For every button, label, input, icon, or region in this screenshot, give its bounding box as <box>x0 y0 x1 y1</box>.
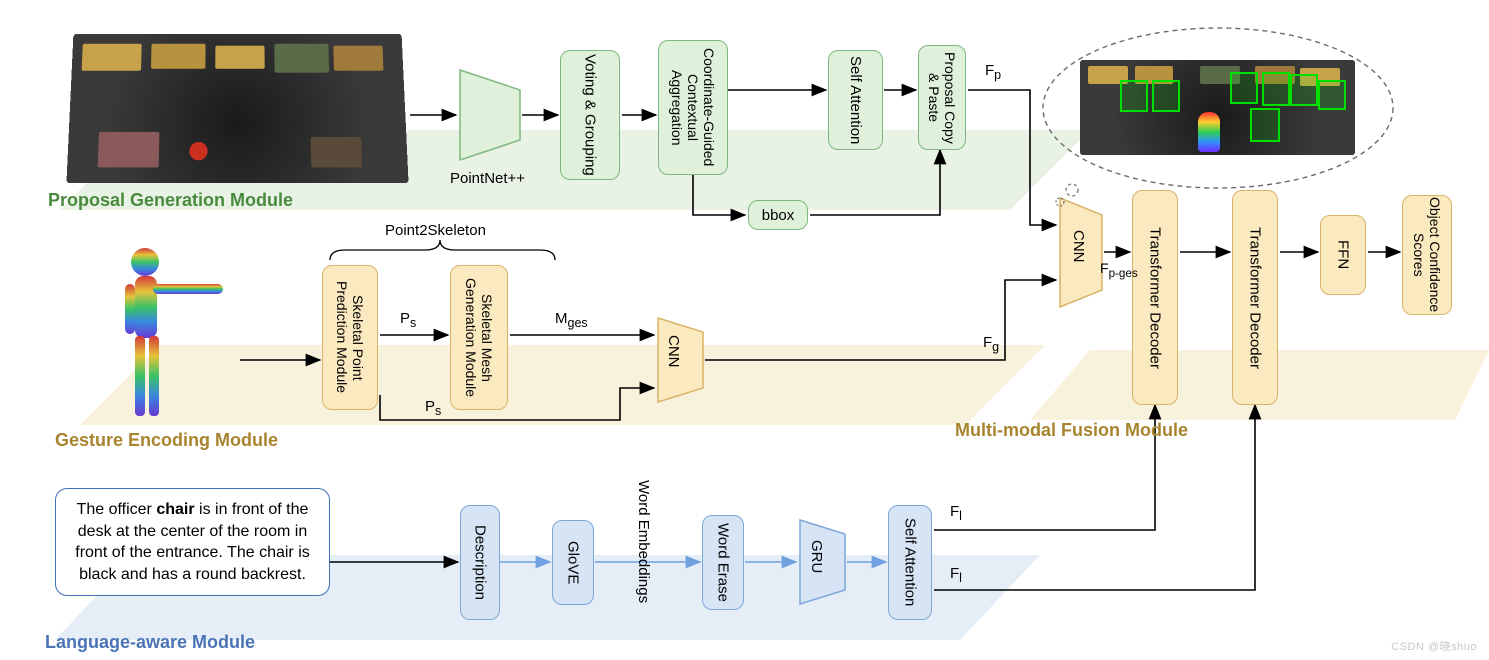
p2s-brace <box>330 240 555 260</box>
bbox-block: bbox <box>748 200 808 230</box>
skelmesh-block: Skeletal Mesh Generation Module <box>450 265 508 410</box>
cnn1-label: CNN <box>665 335 682 368</box>
selfattn2-label: Self Attention <box>901 518 918 606</box>
watermark: CSDN @晓shuo <box>1391 638 1477 654</box>
fl1-label: Fl <box>950 503 962 523</box>
ps1-label: Ps <box>400 310 416 330</box>
copy-block: Proposal Copy & Paste <box>918 45 966 150</box>
objconf-label: Object Confidence Scores <box>1411 196 1443 314</box>
desc-label: Description <box>471 525 488 600</box>
skelpt-block: Skeletal Point Prediction Module <box>322 265 378 410</box>
cnn2-label: CNN <box>1070 230 1087 263</box>
output-scene <box>1080 60 1355 155</box>
tdec1-label: Transformer Decoder <box>1146 227 1163 369</box>
fp-label: Fp <box>985 62 1001 82</box>
voting-label: Voting & Grouping <box>581 54 598 176</box>
ps2-label: Ps <box>425 398 441 418</box>
fg-label: Fg <box>983 334 999 354</box>
bbox-label: bbox <box>762 207 795 224</box>
tdec2-block: Transformer Decoder <box>1232 190 1278 405</box>
mges-label: Mges <box>555 310 588 330</box>
tdec2-label: Transformer Decoder <box>1246 227 1263 369</box>
erase-block: Word Erase <box>702 515 744 610</box>
gesture-module-label: Gesture Encoding Module <box>55 430 278 451</box>
desc-block: Description <box>460 505 500 620</box>
language-module-label: Language-aware Module <box>45 632 255 653</box>
tdec1-block: Transformer Decoder <box>1132 190 1178 405</box>
copy-label: Proposal Copy & Paste <box>926 46 958 149</box>
ffn-block: FFN <box>1320 215 1366 295</box>
ffn-label: FFN <box>1334 240 1351 269</box>
ccga-label: Coordinate-Guided Contextual Aggregation <box>669 41 717 174</box>
glove-label: GloVE <box>564 541 581 584</box>
selfattn1-label: Self Attention <box>847 56 864 144</box>
selfattn2-block: Self Attention <box>888 505 932 620</box>
description-box: The officer chair is in front of the des… <box>55 488 330 596</box>
erase-label: Word Erase <box>714 523 731 602</box>
fpges-label: Fp-ges <box>1100 260 1138 280</box>
input-pointcloud <box>66 34 408 183</box>
glove-block: GloVE <box>552 520 594 605</box>
objconf-block: Object Confidence Scores <box>1402 195 1452 315</box>
skelmesh-label: Skeletal Mesh Generation Module <box>463 266 495 409</box>
pointnet-label: PointNet++ <box>450 170 525 187</box>
desc-bold: chair <box>156 501 194 518</box>
gesture-person <box>95 240 245 440</box>
proposal-module-label: Proposal Generation Module <box>48 190 293 211</box>
desc-pre: The officer <box>77 501 157 518</box>
selfattn1-block: Self Attention <box>828 50 883 150</box>
voting-block: Voting & Grouping <box>560 50 620 180</box>
p2s-label: Point2Skeleton <box>385 222 486 239</box>
gru-label: GRU <box>808 540 825 573</box>
fl2-label: Fl <box>950 565 962 585</box>
skelpt-label: Skeletal Point Prediction Module <box>334 266 366 409</box>
wordemb-label: Word Embeddings <box>635 480 652 603</box>
ccga-block: Coordinate-Guided Contextual Aggregation <box>658 40 728 175</box>
fusion-module-label: Multi-modal Fusion Module <box>955 420 1188 441</box>
